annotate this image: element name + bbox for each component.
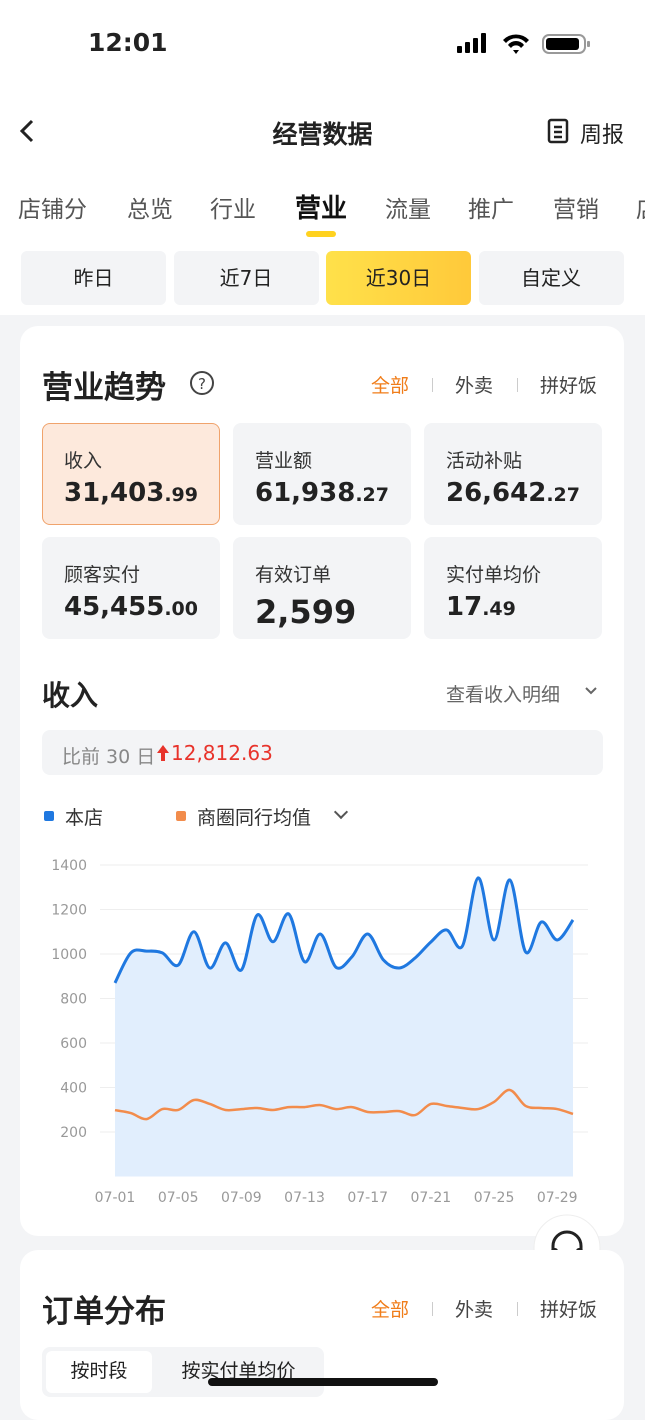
line bbox=[113, 876, 575, 984]
x-tick-label: 07-09 bbox=[221, 1190, 262, 1206]
metric-label: 活动补贴 bbox=[446, 450, 523, 472]
order-tab[interactable]: 按实付单均价 bbox=[181, 1360, 296, 1382]
date-filter[interactable]: 近7日 bbox=[173, 251, 319, 305]
separator bbox=[432, 378, 433, 392]
chevron bbox=[585, 687, 597, 695]
y-tick-label: 400 bbox=[60, 1081, 87, 1097]
x-tick-label: 07-13 bbox=[284, 1190, 325, 1206]
home-indicator bbox=[208, 1378, 438, 1386]
metric-decimal: .00 bbox=[164, 598, 199, 620]
metric-label: 顾客实付 bbox=[64, 564, 141, 586]
filter[interactable]: 拼好饭 bbox=[540, 1299, 598, 1321]
x-tick-label: 07-17 bbox=[347, 1190, 388, 1206]
separator bbox=[432, 1302, 433, 1316]
filter[interactable]: 全部 bbox=[371, 1299, 410, 1321]
metric-decimal: .27 bbox=[546, 484, 581, 506]
y-tick-label: 1000 bbox=[51, 947, 87, 963]
compare-value: 12,812.63 bbox=[171, 741, 273, 765]
metric-value: 17.49 bbox=[446, 592, 516, 622]
help-icon[interactable]: ? bbox=[189, 370, 215, 396]
separator bbox=[517, 1302, 518, 1316]
compare-box bbox=[42, 730, 603, 775]
x-tick-label: 07-29 bbox=[537, 1190, 578, 1206]
tab[interactable]: 营销 bbox=[553, 197, 599, 223]
area bbox=[115, 877, 573, 1177]
tab[interactable]: 营业 bbox=[295, 194, 348, 224]
metric-value: 45,455.00 bbox=[64, 592, 199, 622]
metric-value: 61,938.27 bbox=[255, 478, 390, 508]
metric-card[interactable] bbox=[233, 537, 411, 639]
metric-value: 26,642.27 bbox=[446, 478, 581, 508]
chart: 200 400 600 800 1000 1200 1400 07-01 07-05 07-09 0… bbox=[51, 858, 588, 1206]
filter[interactable]: 外卖 bbox=[455, 1299, 494, 1321]
x-tick-label: 07-25 bbox=[474, 1190, 515, 1206]
x-tick-label: 07-01 bbox=[95, 1190, 136, 1206]
metric-decimal: .49 bbox=[482, 598, 516, 620]
legend-swatch bbox=[44, 811, 54, 821]
tab[interactable]: 推广 bbox=[468, 197, 514, 223]
y-tick-label: 1200 bbox=[51, 903, 87, 919]
filter[interactable]: 拼好饭 bbox=[540, 375, 598, 397]
tab[interactable]: 总览 bbox=[127, 197, 173, 223]
y-tick-label: 200 bbox=[60, 1125, 87, 1141]
date-filter[interactable]: 近30日 bbox=[326, 251, 471, 305]
tab[interactable]: 流量 bbox=[385, 197, 431, 223]
metric-card[interactable] bbox=[233, 423, 411, 525]
up-arrow bbox=[157, 745, 169, 761]
section-title: 营业趋势 bbox=[42, 370, 166, 406]
date-filter[interactable]: 昨日 bbox=[21, 251, 166, 305]
y-tick-label: 600 bbox=[60, 1036, 87, 1052]
metric-card[interactable] bbox=[42, 537, 220, 639]
tab[interactable]: 店铺分 bbox=[18, 197, 87, 223]
metric-label: 收入 bbox=[64, 450, 103, 472]
metric-label: 有效订单 bbox=[255, 564, 332, 586]
y-tick-label: 1400 bbox=[51, 858, 87, 874]
order-tab[interactable]: 按时段 bbox=[46, 1351, 152, 1393]
tab-indicator bbox=[306, 231, 336, 237]
x-tick-label: 07-05 bbox=[158, 1190, 199, 1206]
x-tick-label: 07-21 bbox=[411, 1190, 452, 1206]
metric-label: 营业额 bbox=[255, 450, 313, 472]
tab[interactable]: 店 bbox=[636, 190, 645, 224]
nav-title: 经营数据 bbox=[272, 120, 373, 149]
report-icon bbox=[547, 118, 569, 144]
separator bbox=[517, 378, 518, 392]
metric-decimal: .27 bbox=[355, 484, 390, 506]
legend-swatch bbox=[176, 811, 186, 821]
metric-card[interactable] bbox=[424, 537, 602, 639]
back-button[interactable] bbox=[16, 118, 40, 144]
weekly-report[interactable]: 周报 bbox=[580, 123, 625, 148]
metric-label: 实付单均价 bbox=[446, 564, 542, 586]
income-title: 收入 bbox=[42, 679, 99, 712]
metric-value: 2,599 bbox=[255, 593, 357, 631]
metric-card[interactable] bbox=[42, 423, 220, 525]
metric-value: 31,403.99 bbox=[64, 478, 199, 508]
tab[interactable]: 行业 bbox=[210, 197, 256, 223]
filter[interactable]: 全部 bbox=[371, 375, 410, 397]
y-tick-label: 800 bbox=[60, 992, 87, 1008]
legend-label[interactable]: 本店 bbox=[65, 807, 104, 829]
filter[interactable]: 外卖 bbox=[455, 375, 494, 397]
time: 12:01 bbox=[88, 28, 168, 57]
detail-link[interactable]: 查看收入明细 bbox=[446, 684, 561, 706]
compare-label: 比前 30 日 bbox=[62, 746, 156, 768]
svg-text:?: ? bbox=[198, 375, 206, 393]
status-icons bbox=[457, 33, 590, 54]
line bbox=[114, 1088, 574, 1121]
metric-card[interactable] bbox=[424, 423, 602, 525]
date-filter[interactable]: 自定义 bbox=[478, 251, 624, 305]
orders-title: 订单分布 bbox=[42, 1294, 166, 1330]
legend-label[interactable]: 商圈同行均值 bbox=[197, 807, 312, 829]
metric-decimal: .99 bbox=[164, 484, 199, 506]
